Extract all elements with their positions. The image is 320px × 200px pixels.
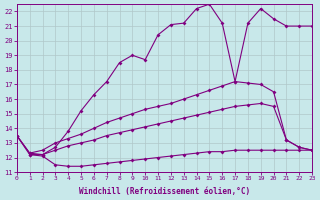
X-axis label: Windchill (Refroidissement éolien,°C): Windchill (Refroidissement éolien,°C) bbox=[79, 187, 250, 196]
